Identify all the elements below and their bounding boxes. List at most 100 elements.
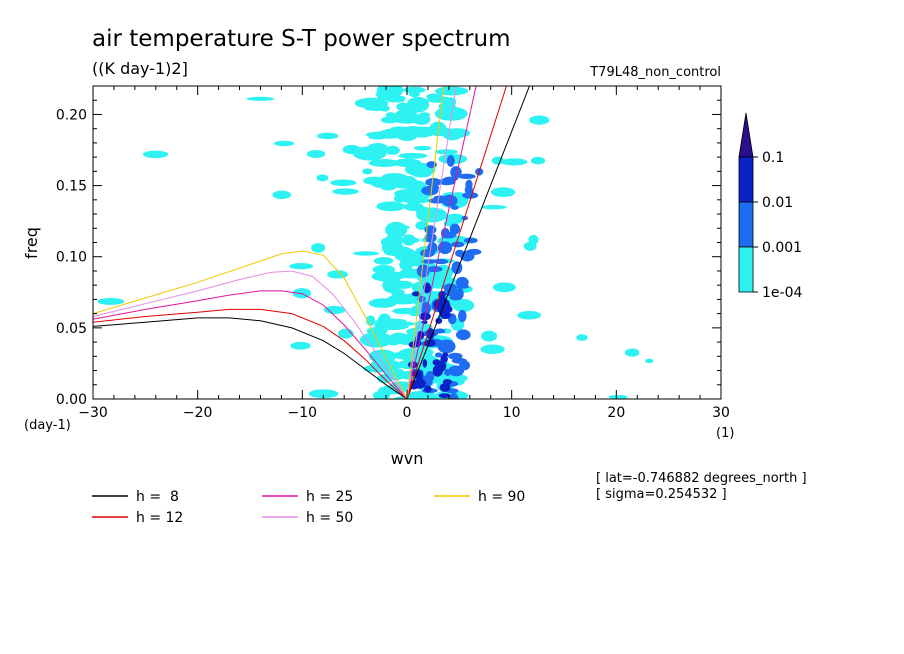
legend-label: h = 8 bbox=[136, 489, 179, 505]
spectrum-blob bbox=[449, 223, 461, 235]
spectrum-blob bbox=[458, 309, 467, 323]
spectrum-blob bbox=[445, 213, 466, 224]
spectrum-blob bbox=[420, 249, 435, 258]
y-tick-label: 0.20 bbox=[56, 107, 87, 123]
axes: −30 −20 −10 0 10 20 30 0.00 0.05 0.10 0.15 0.20 bbox=[56, 86, 730, 421]
legend-label: h = 25 bbox=[306, 489, 353, 505]
spectrum-blob bbox=[385, 112, 396, 119]
rossby-curve bbox=[93, 270, 408, 399]
spectrum-blob bbox=[306, 150, 326, 159]
spectrum-blob bbox=[624, 348, 640, 357]
spectrum-blob bbox=[422, 359, 428, 368]
spectrum-blob bbox=[429, 121, 447, 137]
rossby-curve bbox=[93, 308, 408, 399]
spectrum-blob bbox=[379, 181, 397, 191]
spectrum-blob bbox=[290, 341, 311, 350]
x-tick-label: 0 bbox=[403, 405, 412, 421]
spectrum-blob bbox=[462, 191, 479, 199]
spectrum-blob bbox=[434, 352, 443, 358]
spectrum-blob bbox=[413, 145, 432, 151]
spectrum-blob bbox=[379, 128, 413, 138]
spectrum-blob bbox=[316, 174, 329, 182]
rossby-curve bbox=[93, 250, 408, 399]
legend-label: h = 90 bbox=[478, 489, 525, 505]
power-spectrum-field bbox=[97, 86, 654, 399]
spectrum-blob bbox=[517, 310, 542, 320]
spectrum-blob bbox=[480, 344, 505, 354]
spectrum-blob bbox=[440, 354, 448, 364]
spectrum-blob bbox=[246, 96, 275, 101]
spectrum-blob bbox=[523, 241, 537, 251]
colorbar-label: 0.01 bbox=[762, 195, 793, 211]
spectrum-blob bbox=[142, 150, 169, 159]
spectrum-blob bbox=[401, 234, 416, 246]
rossby-curve bbox=[93, 290, 408, 399]
spectrum-blob bbox=[434, 149, 459, 155]
kelvin-line bbox=[406, 86, 530, 399]
spectrum-blob bbox=[421, 259, 438, 264]
spectrum-blob bbox=[481, 330, 498, 342]
colorbar-segment bbox=[738, 156, 754, 203]
spectrum-blob bbox=[425, 178, 442, 187]
spectrum-blob bbox=[434, 106, 468, 121]
spectrum-blob bbox=[362, 168, 373, 175]
y-tick-label: 0.00 bbox=[56, 392, 87, 408]
rossby-curve bbox=[93, 317, 408, 399]
spectrum-blob bbox=[432, 359, 441, 366]
spectrum-blob bbox=[97, 298, 125, 305]
x-tick-label: 30 bbox=[712, 405, 730, 421]
spectrum-blob bbox=[530, 156, 546, 165]
colorbar-segment bbox=[738, 201, 754, 248]
spectrum-blob bbox=[373, 257, 394, 265]
spectrum-blob bbox=[491, 187, 516, 198]
spectrum-blob bbox=[385, 221, 408, 238]
chart-title: air temperature S-T power spectrum bbox=[92, 26, 511, 52]
y-tick-label: 0.05 bbox=[56, 321, 87, 337]
spectrum-blob bbox=[376, 201, 406, 212]
spectrum-blob bbox=[434, 86, 469, 96]
y-tick-label: 0.10 bbox=[56, 250, 87, 266]
colorbar-label: 0.001 bbox=[762, 240, 802, 256]
spectrum-blob bbox=[391, 351, 412, 360]
x-tick-label: −20 bbox=[183, 405, 213, 421]
colorbar-arrow bbox=[738, 112, 754, 158]
spectrum-blob bbox=[393, 110, 418, 124]
spectrum-blob bbox=[423, 339, 436, 347]
spectrum-blob bbox=[374, 318, 391, 332]
spectrum-blob bbox=[411, 291, 421, 297]
spectrum-blob bbox=[449, 393, 459, 399]
y-axis-label: freq bbox=[22, 227, 41, 259]
spectrum-blob bbox=[443, 176, 459, 182]
spectrum-blob bbox=[375, 89, 392, 100]
x-tick-label: −10 bbox=[288, 405, 318, 421]
x-tick-label: 10 bbox=[503, 405, 521, 421]
spectrum-blob bbox=[529, 115, 550, 125]
spectrum-blob bbox=[424, 233, 437, 243]
colorbar-label: 1e-04 bbox=[762, 285, 802, 301]
legend-label: h = 50 bbox=[306, 510, 353, 526]
spectrum-blob bbox=[481, 204, 507, 210]
spectrum-blob bbox=[330, 179, 357, 187]
dispersion-curves bbox=[93, 86, 530, 399]
colorbar-segment bbox=[738, 246, 754, 293]
spectrum-blob bbox=[608, 394, 628, 399]
spectrum-blob bbox=[352, 251, 380, 256]
spectrum-blob bbox=[308, 389, 339, 399]
spectrum-blob bbox=[448, 365, 465, 377]
spectrum-blob bbox=[368, 298, 397, 308]
spectrum-blob bbox=[439, 311, 451, 320]
spectrum-blob bbox=[426, 161, 437, 169]
spectrum-blob bbox=[426, 266, 443, 273]
x-tick-label: 20 bbox=[607, 405, 625, 421]
spectrum-blob bbox=[426, 96, 451, 103]
spectrum-blob bbox=[423, 385, 432, 393]
spectrum-blob bbox=[433, 258, 449, 265]
spectrum-blob bbox=[406, 96, 430, 113]
spectrum-blob bbox=[442, 379, 453, 385]
spectrum-blob bbox=[444, 128, 471, 138]
spectrum-blob bbox=[451, 241, 465, 248]
kelvin-line bbox=[406, 86, 477, 399]
spectrum-blob bbox=[311, 242, 326, 253]
x-axis-label: wvn bbox=[391, 449, 424, 468]
kelvin-line bbox=[406, 86, 445, 399]
